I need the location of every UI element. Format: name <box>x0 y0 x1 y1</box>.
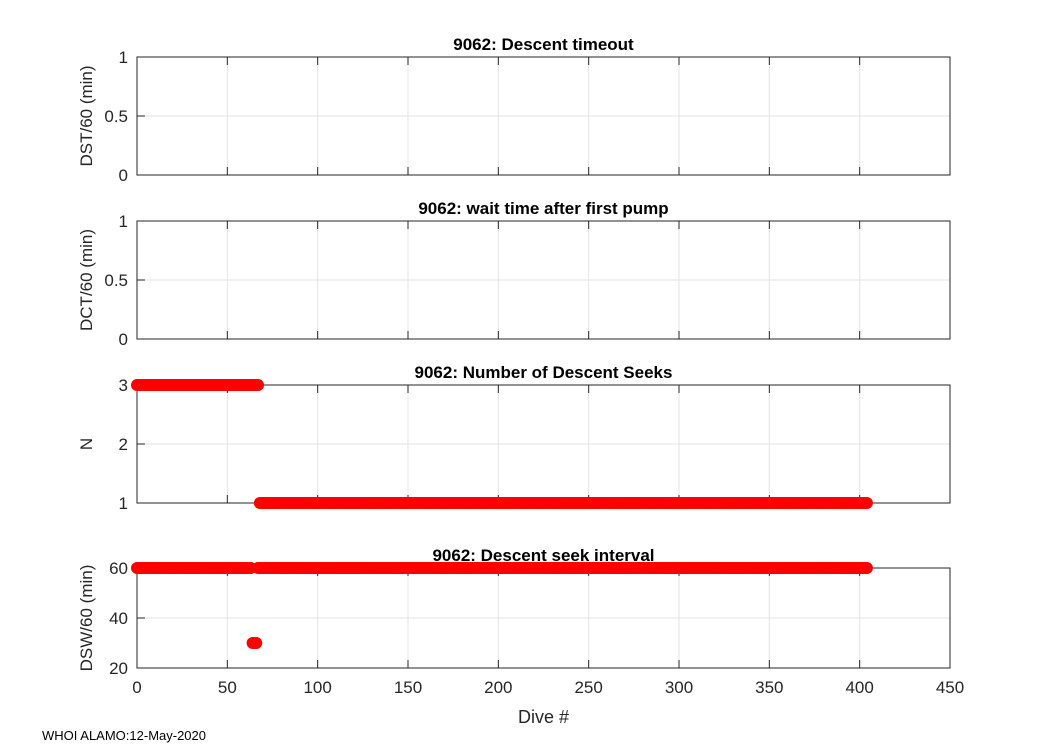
x-tick-label: 350 <box>755 678 783 697</box>
y-tick-label: 20 <box>109 659 128 678</box>
y-tick-label: 0 <box>119 330 128 349</box>
x-tick-label: 150 <box>394 678 422 697</box>
y-axis-label: DST/60 (min) <box>77 65 96 166</box>
axes-1: 0 0.5 1 9062: Descent timeout DST/60 (min) <box>77 35 951 185</box>
x-axis-label: Dive # <box>518 707 569 727</box>
footer-label: WHOI ALAMO:12-May-2020 <box>42 728 206 743</box>
y-tick-label: 40 <box>109 609 128 628</box>
x-tick-label: 300 <box>665 678 693 697</box>
x-tick-label: 50 <box>218 678 237 697</box>
axes-title: 9062: Descent timeout <box>453 35 634 54</box>
axes-title: 9062: Descent seek interval <box>432 546 654 565</box>
x-tick-label: 450 <box>936 678 964 697</box>
data-point <box>860 562 873 574</box>
y-tick-label: 3 <box>119 376 128 395</box>
y-tick-label: 1 <box>119 48 128 67</box>
y-tick-label: 1 <box>119 494 128 513</box>
x-tick-label: 200 <box>484 678 512 697</box>
y-tick-label: 0.5 <box>104 107 128 126</box>
data-point <box>250 637 263 649</box>
y-tick-label: 0 <box>119 166 128 185</box>
x-tick-label: 400 <box>845 678 873 697</box>
x-tick-label: 0 <box>132 678 141 697</box>
y-tick-label: 0.5 <box>104 271 128 290</box>
axes-title: 9062: Number of Descent Seeks <box>415 363 673 382</box>
y-tick-label: 2 <box>119 435 128 454</box>
y-tick-label: 1 <box>119 212 128 231</box>
y-tick-label: 60 <box>109 559 128 578</box>
data-point <box>860 497 873 509</box>
x-tick-label: 250 <box>574 678 602 697</box>
y-axis-label: DCT/60 (min) <box>77 229 96 331</box>
axes-title: 9062: wait time after first pump <box>418 199 668 218</box>
x-tick-label: 100 <box>303 678 331 697</box>
y-axis-label: N <box>77 438 96 450</box>
axes-4: 20 40 60 9062: Descent seek interval DSW/60 … <box>77 546 964 727</box>
axes-2: 0 0.5 1 9062: wait time after first pump DCT… <box>77 199 951 349</box>
data-point <box>252 379 265 391</box>
y-axis-label: DSW/60 (min) <box>77 565 96 672</box>
axes-3: 1 2 3 9062: Number of Descent Seeks N <box>77 363 951 513</box>
